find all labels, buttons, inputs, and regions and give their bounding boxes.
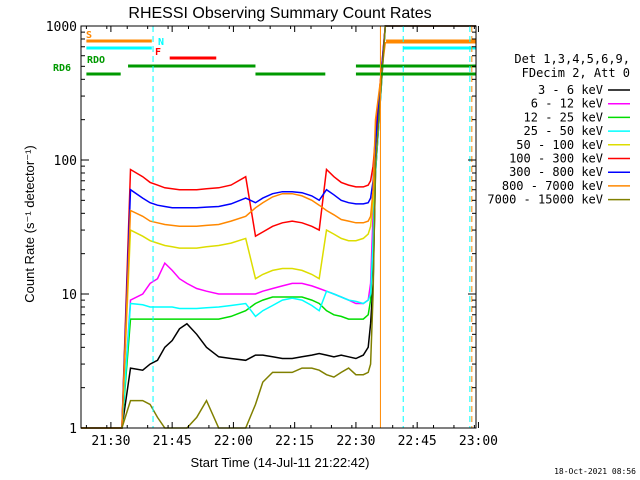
y-tick-label: 1000 (46, 20, 77, 35)
legend-label: 300 - 800 keV (509, 165, 603, 179)
y-tick-label: 100 (54, 154, 77, 169)
legend-header-decimation: FDecim 2, Att 0 (522, 66, 630, 80)
plot-frame (80, 25, 477, 429)
x-tick-label: 23:00 (459, 434, 498, 449)
series-line-3 (81, 25, 476, 429)
y-tick-label: 10 (61, 288, 77, 303)
x-tick-label: 22:15 (275, 434, 314, 449)
legend-label: 50 - 100 keV (516, 138, 603, 152)
series-line-8 (81, 25, 476, 429)
axes: 21:30 21:45 22:00 22:15 22:30 22:45 23:00 1 10 10… (46, 20, 498, 449)
series-line-2 (81, 25, 476, 429)
flag-label-s: S (86, 30, 92, 41)
y-tick-label: 1 (69, 422, 77, 437)
legend-header-detectors: Det 1,3,4,5,6,9, (514, 52, 630, 66)
series-line-0 (81, 25, 476, 429)
x-axis-label: Start Time (14-Jul-11 21:22:42) (191, 455, 370, 470)
legend-label: 6 - 12 keV (531, 97, 603, 111)
legend: Det 1,3,4,5,6,9, FDecim 2, Att 0 3 - 6 k… (487, 52, 630, 207)
chart-title: RHESSI Observing Summary Count Rates (128, 5, 431, 22)
flag-label-rdo: RDO (87, 55, 105, 66)
legend-label: 3 - 6 keV (538, 83, 603, 97)
series-line-4 (81, 25, 476, 429)
x-tick-label: 22:00 (214, 434, 253, 449)
x-tick-label: 22:30 (336, 434, 375, 449)
series-line-6 (81, 25, 476, 429)
flag-label-rd6: RD6 (53, 63, 71, 74)
series-line-7 (81, 41, 476, 429)
y-axis-label: Count Rate (s⁻¹ detector⁻¹) (22, 145, 37, 303)
flag-label-n: N (158, 37, 164, 48)
legend-label: 7000 - 15000 keV (487, 193, 603, 207)
x-tick-label: 22:45 (398, 434, 437, 449)
series-line-5 (81, 25, 476, 429)
series-layer (81, 25, 476, 429)
x-tick-label: 21:45 (153, 434, 192, 449)
series-line-1 (81, 25, 476, 429)
legend-label: 800 - 7000 keV (502, 179, 603, 193)
legend-label: 100 - 300 keV (509, 152, 603, 166)
legend-label: 25 - 50 keV (524, 124, 603, 138)
flag-label-f: F (155, 47, 161, 58)
legend-label: 12 - 25 keV (524, 110, 603, 124)
observing-flags: S NF RDO RD6 (53, 26, 476, 428)
plot-timestamp: 18-Oct-2021 08:56 (554, 467, 636, 476)
x-tick-label: 21:30 (91, 434, 130, 449)
